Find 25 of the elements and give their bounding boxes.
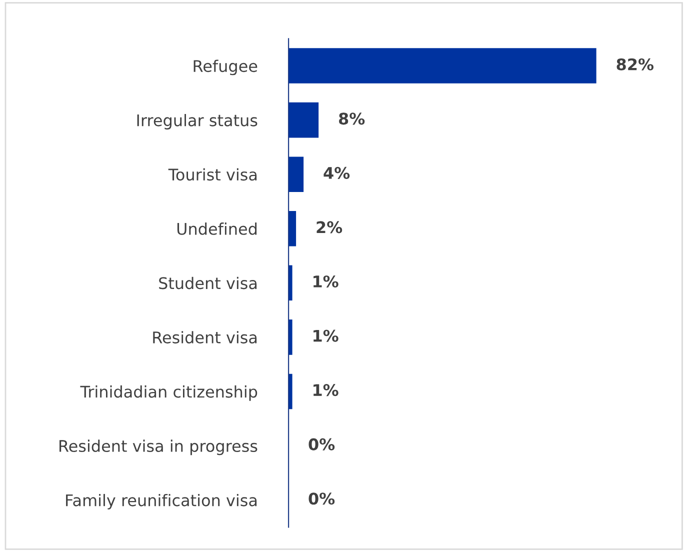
data-label: 0% — [308, 492, 335, 505]
y-tick-label: Resident visa in progress — [60, 440, 258, 456]
data-label: 4% — [324, 166, 350, 179]
data-label: 82% — [616, 58, 654, 70]
data-label: 2% — [316, 221, 342, 234]
data-label: 8% — [338, 112, 365, 125]
y-tick-label: Refugee — [194, 60, 258, 76]
bar — [288, 374, 292, 410]
y-tick-label: Resident visa — [153, 331, 257, 344]
data-label: 1% — [314, 384, 338, 396]
bar — [288, 102, 319, 138]
bar — [288, 48, 596, 84]
y-tick-label: Trinidadian citizenship — [80, 385, 258, 401]
y-tick-label: Student visa — [159, 276, 257, 290]
y-tick-label: Family reunification visa — [66, 494, 257, 510]
bar — [288, 320, 292, 355]
data-label: 1% — [314, 275, 338, 288]
y-tick-label: Undefined — [177, 222, 257, 235]
data-label: 0% — [308, 438, 335, 450]
bar — [288, 265, 292, 301]
y-tick-label: Irregular status — [137, 114, 258, 130]
y-tick-label: Tourist visa — [168, 168, 257, 181]
bar — [288, 156, 304, 192]
data-label: 1% — [314, 330, 338, 342]
bar — [288, 210, 296, 246]
